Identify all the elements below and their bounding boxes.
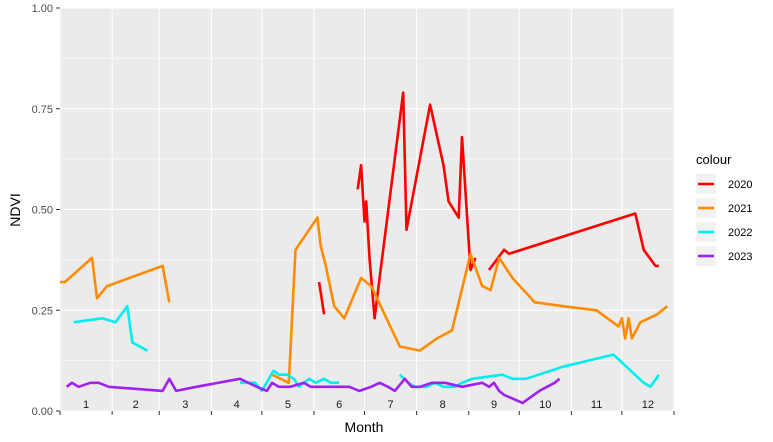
series-2021-line	[60, 256, 171, 303]
y-tick-label: 0.00	[32, 406, 53, 418]
series-2022-line	[73, 304, 149, 352]
series-2020-line	[487, 212, 659, 271]
series-2021-line	[271, 216, 669, 385]
legend-label-2022: 2022	[728, 227, 752, 239]
legend-label-2023: 2023	[728, 251, 752, 263]
legend-title: colour	[696, 152, 732, 167]
month-label: 2	[133, 399, 139, 411]
month-label: 5	[285, 399, 291, 411]
y-tick-label: 0.25	[32, 305, 53, 317]
month-label: 12	[642, 399, 654, 411]
series-2020-line	[317, 281, 326, 315]
y-tick-label: 0.50	[32, 205, 53, 217]
legend-label-2020: 2020	[728, 179, 752, 191]
month-labels: 1 2 3 4 5 6 7 8 9 10 11 12	[83, 399, 654, 411]
x-axis-ticks	[59, 411, 675, 415]
y-tick-label: 1.00	[32, 3, 53, 15]
legend-label-2021: 2021	[728, 203, 752, 215]
month-label: 9	[491, 399, 497, 411]
month-label: 4	[234, 399, 240, 411]
month-label: 6	[336, 399, 342, 411]
y-axis-ticks: 0.00 0.25 0.50 0.75 1.00	[32, 3, 60, 418]
month-label: 7	[387, 399, 393, 411]
month-label: 1	[83, 399, 89, 411]
legend: colour 2020 2021 2022 2023	[696, 152, 752, 266]
x-axis-title: Month	[345, 419, 384, 435]
month-label: 8	[440, 399, 446, 411]
month-label: 3	[182, 399, 188, 411]
series-2023-line	[65, 377, 561, 405]
legend-items: 2020 2021 2022 2023	[696, 174, 752, 266]
series-2022-line	[240, 369, 340, 393]
y-tick-label: 0.75	[32, 104, 53, 116]
y-axis-title: NDVI	[7, 193, 23, 226]
series-lines	[60, 91, 669, 405]
month-label: 10	[539, 399, 551, 411]
month-label: 11	[591, 399, 602, 411]
series-2020-line	[356, 91, 477, 320]
